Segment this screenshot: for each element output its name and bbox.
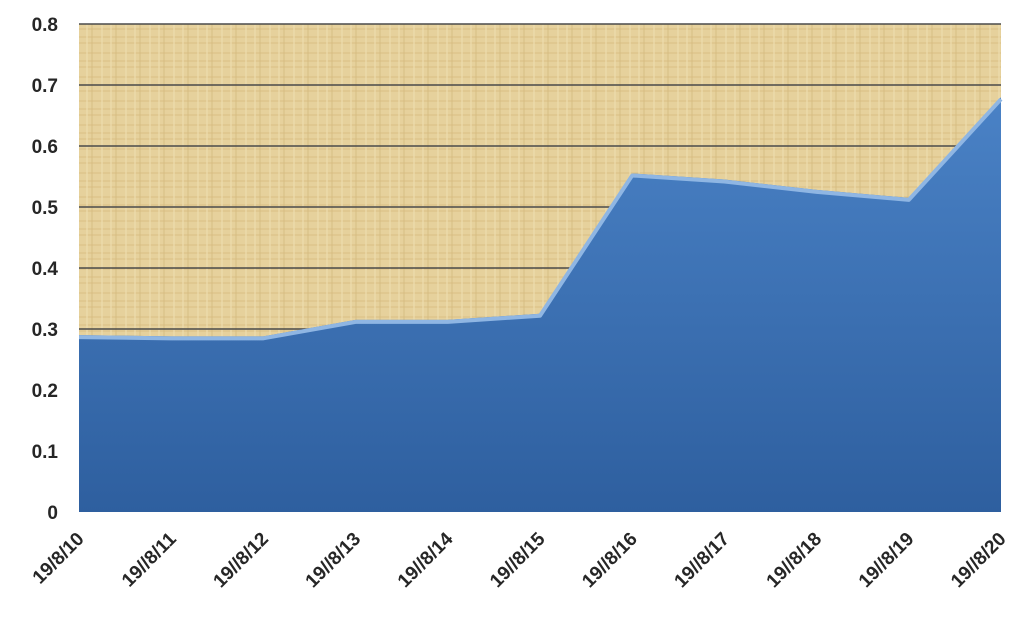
y-tick-label: 0.1 bbox=[32, 442, 59, 463]
x-tick-label: 19//8/18 bbox=[763, 529, 826, 592]
x-tick-label: 19//8/11 bbox=[118, 528, 181, 591]
x-tick-label: 19//8/20 bbox=[947, 529, 1010, 592]
x-tick-label: 19/8/10 bbox=[29, 529, 89, 589]
y-tick-label: 0.3 bbox=[32, 320, 58, 341]
area-series bbox=[78, 97, 1003, 512]
y-tick-label: 0.5 bbox=[32, 198, 59, 219]
x-axis-ticks: 19/8/10 19//8/11 19//8/12 19//8/13 19//8/14 1… bbox=[29, 528, 1011, 592]
y-tick-label: 0.8 bbox=[32, 15, 58, 36]
y-tick-label: 0.7 bbox=[32, 76, 58, 97]
y-tick-label: 0.6 bbox=[32, 137, 58, 158]
x-tick-label: 19//8/12 bbox=[210, 529, 273, 592]
x-tick-label: 19//8/16 bbox=[578, 529, 641, 592]
y-axis-ticks: 0 0.1 0.2 0.3 0.4 0.5 0.6 0.7 0.8 bbox=[32, 15, 59, 524]
area-fill bbox=[79, 97, 1001, 512]
x-tick-label: 19//8/13 bbox=[302, 529, 365, 592]
x-tick-label: 19//8/17 bbox=[671, 529, 734, 592]
x-tick-label: 19//8/19 bbox=[855, 529, 918, 592]
area-top-edge bbox=[78, 97, 1003, 341]
y-tick-label: 0.4 bbox=[32, 259, 59, 280]
y-tick-label: 0 bbox=[47, 503, 58, 524]
y-tick-label: 0.2 bbox=[32, 381, 58, 402]
x-tick-label: 19//8/15 bbox=[486, 528, 550, 592]
x-tick-label: 19//8/14 bbox=[394, 528, 458, 592]
